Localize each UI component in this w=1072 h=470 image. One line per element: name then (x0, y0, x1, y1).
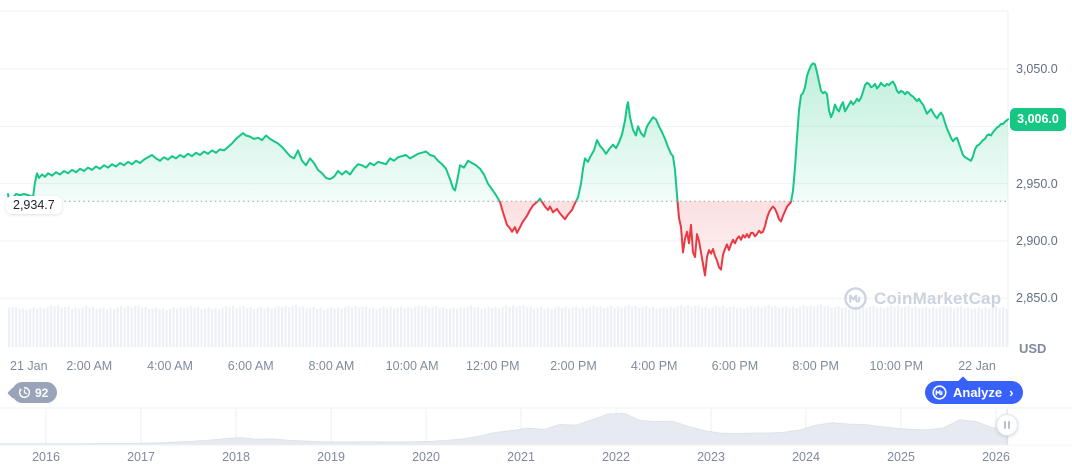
x-axis-tick-label: 4:00 PM (630, 359, 678, 373)
navigator-year-label: 2017 (127, 450, 155, 464)
chevron-right-icon: › (1009, 385, 1014, 400)
navigator-year-label: 2018 (222, 450, 250, 464)
navigator-year-label: 2020 (412, 450, 440, 464)
current-price-badge: 3,006.0 (1010, 107, 1066, 131)
history-count-badge[interactable]: 92 (12, 382, 58, 403)
navigator-year-label: 2021 (507, 450, 535, 464)
x-axis-tick-label: 22 Jan (958, 359, 996, 373)
watermark-text: CoinMarketCap (874, 288, 1002, 308)
x-axis-tick-label: 4:00 AM (147, 359, 193, 373)
analyze-button[interactable]: Analyze › (925, 376, 1024, 404)
x-axis-tick-label: 2:00 PM (550, 359, 597, 373)
navigator-year-label: 2023 (697, 450, 725, 464)
analyze-button-label: Analyze (953, 385, 1003, 400)
currency-unit-label: USD (1019, 341, 1047, 356)
coinmarketcap-logo-icon-small (932, 385, 947, 400)
x-axis-tick-label: 8:00 AM (308, 359, 355, 373)
navigator-year-label: 2025 (887, 450, 915, 464)
y-axis-tick-label: 2,900.0 (1016, 233, 1058, 248)
navigator-year-label: 2022 (602, 450, 630, 464)
x-axis-tick-label: 21 Jan (10, 359, 48, 373)
navigator-year-label: 2026 (982, 450, 1010, 464)
x-axis-tick-label: 10:00 AM (385, 359, 439, 373)
navigator-year-label: 2024 (792, 450, 820, 464)
x-axis-tick-label: 12:00 PM (466, 359, 520, 373)
history-count-value: 92 (35, 385, 49, 400)
x-axis-tick-label: 8:00 PM (792, 359, 839, 373)
x-axis-tick-label: 2:00 AM (66, 359, 113, 373)
history-clock-icon (18, 386, 31, 399)
y-axis-tick-label: 2,850.0 (1016, 291, 1058, 306)
navigator-year-label: 2016 (32, 450, 60, 464)
navigator-year-label: 2019 (317, 450, 345, 464)
y-axis-tick-label: 2,950.0 (1016, 176, 1058, 191)
x-axis-tick-label: 6:00 PM (711, 359, 759, 373)
y-axis-tick-label: 3,050.0 (1016, 62, 1058, 76)
x-axis-tick-label: 10:00 PM (869, 359, 924, 373)
coinmarketcap-logo-icon (844, 287, 867, 310)
baseline-price-label: 2,934.7 (6, 196, 62, 215)
coinmarketcap-watermark: CoinMarketCap (844, 287, 1001, 310)
x-axis-tick-label: 6:00 AM (227, 359, 274, 373)
navigator-drag-handle-icon[interactable] (996, 414, 1018, 436)
